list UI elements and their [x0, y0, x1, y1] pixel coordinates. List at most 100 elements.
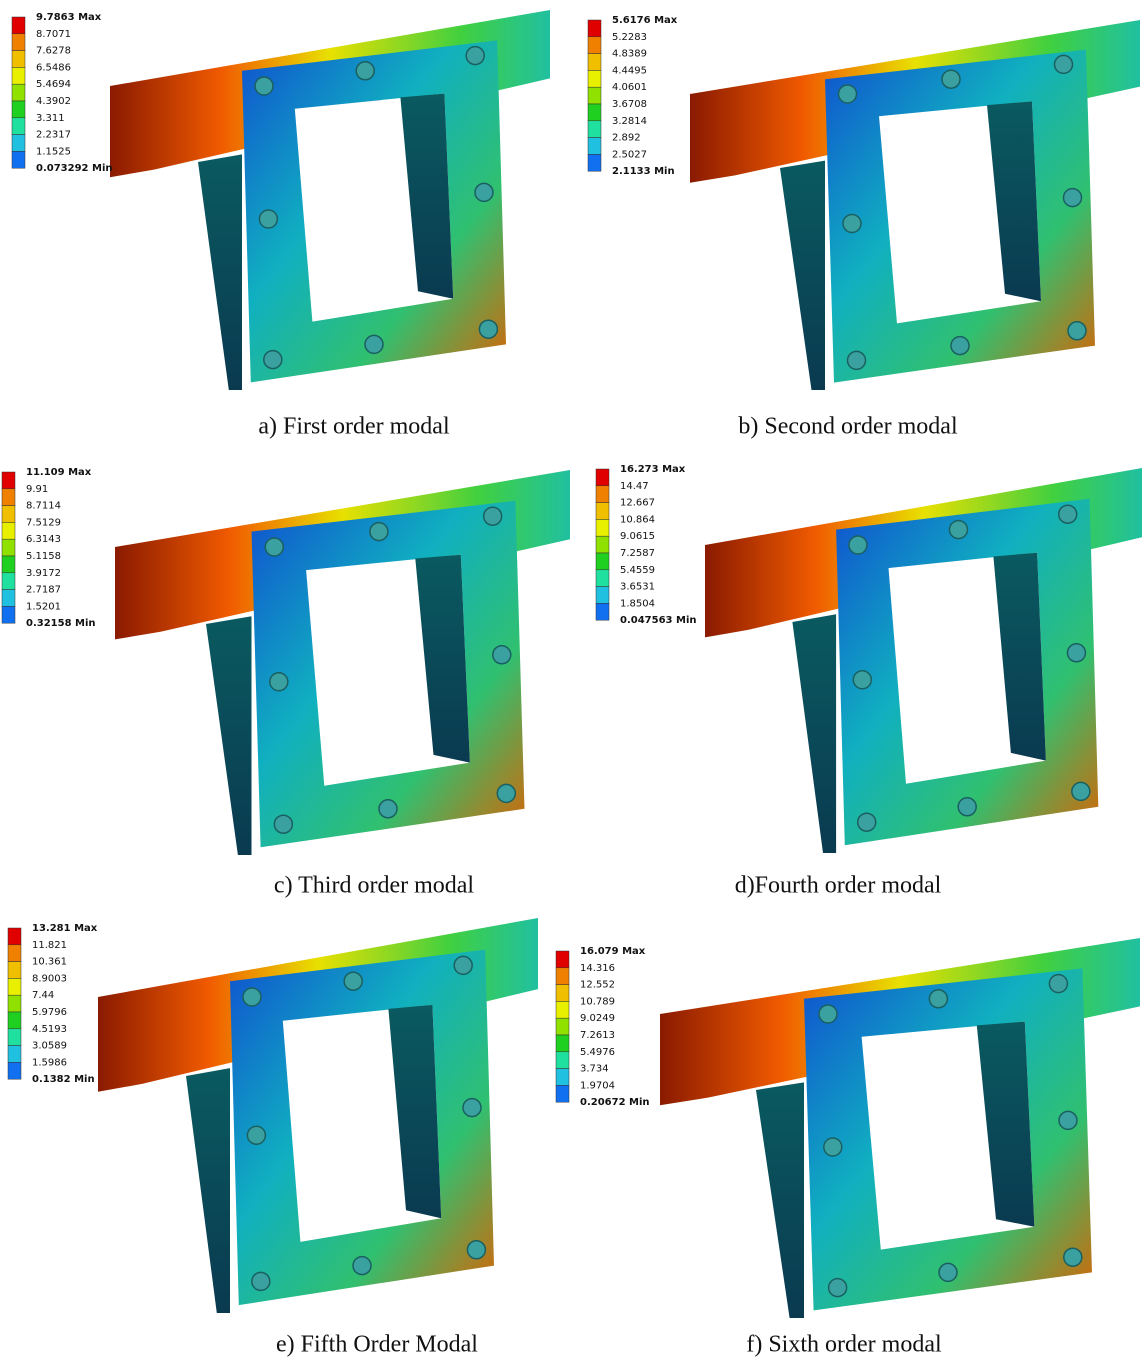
bolt: [1064, 1248, 1082, 1266]
bolt: [939, 1263, 957, 1281]
legend-label: 8.7071: [36, 29, 71, 40]
legend-swatch: [2, 573, 15, 590]
legend-label: 2.1133 Min: [612, 166, 675, 177]
legend-swatch: [8, 995, 21, 1012]
legend-swatch: [8, 1012, 21, 1029]
legend-swatch: [8, 962, 21, 979]
legend-swatch: [2, 590, 15, 607]
legend-label: 8.7114: [26, 501, 61, 512]
legend-swatch: [596, 536, 609, 553]
legend-label: 1.1525: [36, 146, 71, 157]
legend-swatch: [2, 556, 15, 573]
bolt: [379, 800, 397, 818]
frame-side: [206, 616, 252, 855]
legend-label: 5.4976: [580, 1047, 615, 1058]
legend-swatch: [596, 486, 609, 503]
frame-side: [756, 1082, 804, 1318]
legend-label: 5.4694: [36, 79, 71, 90]
bolt: [849, 536, 867, 554]
bolt: [949, 521, 967, 539]
bolt: [475, 183, 493, 201]
legend-label: 1.5986: [32, 1057, 67, 1068]
legend-label: 9.91: [26, 484, 48, 495]
legend-swatch: [12, 151, 25, 168]
bolt: [951, 337, 969, 355]
panel: 16.273 Max14.4712.66710.8649.06157.25875…: [596, 464, 1142, 899]
legend-label: 5.9796: [32, 1007, 67, 1018]
legend-label: 11.821: [32, 940, 67, 951]
legend-swatch: [596, 570, 609, 587]
legend-label: 0.1382 Min: [32, 1074, 95, 1085]
legend-label: 7.6278: [36, 46, 71, 57]
bolt: [829, 1279, 847, 1297]
legend-swatch: [588, 87, 601, 104]
legend-swatch: [588, 121, 601, 138]
bolt: [839, 85, 857, 103]
bolt: [243, 988, 261, 1006]
legend-label: 13.281 Max: [32, 923, 98, 934]
bolt: [479, 320, 497, 338]
legend-swatch: [596, 553, 609, 570]
legend-swatch: [588, 20, 601, 37]
legend-label: 7.2613: [580, 1030, 615, 1041]
caption: c) Third order modal: [274, 873, 474, 899]
legend-swatch: [596, 519, 609, 536]
bolt: [929, 990, 947, 1008]
bolt: [247, 1126, 265, 1144]
bolt: [1068, 322, 1086, 340]
legend-swatch: [12, 84, 25, 101]
bolt: [265, 538, 283, 556]
panel: 13.281 Max11.82110.3618.90037.445.97964.…: [8, 918, 538, 1358]
legend-label: 12.667: [620, 498, 655, 509]
legend-swatch: [8, 1046, 21, 1063]
caption: e) Fifth Order Modal: [276, 1332, 478, 1358]
legend-label: 5.1158: [26, 551, 61, 562]
legend-label: 3.6708: [612, 99, 647, 110]
legend-label: 9.7863 Max: [36, 12, 102, 23]
bolt: [356, 62, 374, 80]
figure: 9.7863 Max8.70717.62786.54865.46944.3902…: [0, 0, 1142, 1363]
legend-swatch: [596, 503, 609, 520]
legend-label: 4.3902: [36, 96, 71, 107]
legend-swatch: [556, 985, 569, 1002]
bolt: [1064, 189, 1082, 207]
legend-swatch: [556, 968, 569, 985]
legend-label: 4.4495: [612, 65, 647, 76]
legend-swatch: [556, 951, 569, 968]
legend-swatch: [596, 587, 609, 604]
legend-label: 5.6176 Max: [612, 15, 678, 26]
bolt: [353, 1257, 371, 1275]
legend-label: 7.5129: [26, 517, 61, 528]
legend-label: 11.109 Max: [26, 467, 92, 478]
legend-label: 3.2814: [612, 116, 647, 127]
legend-swatch: [2, 539, 15, 556]
bolt: [274, 815, 292, 833]
legend-swatch: [588, 154, 601, 171]
legend-label: 0.20672 Min: [580, 1097, 650, 1108]
legend-label: 14.316: [580, 963, 615, 974]
legend-label: 0.32158 Min: [26, 618, 96, 629]
legend-label: 2.7187: [26, 585, 61, 596]
legend-label: 2.892: [612, 133, 641, 144]
bolt: [497, 784, 515, 802]
legend-swatch: [588, 54, 601, 71]
bolt: [1072, 782, 1090, 800]
legend-label: 10.361: [32, 957, 67, 968]
legend-swatch: [596, 603, 609, 620]
bolt: [848, 351, 866, 369]
frame-side: [780, 161, 825, 390]
legend-swatch: [8, 978, 21, 995]
bolt: [853, 671, 871, 689]
legend-swatch: [556, 1018, 569, 1035]
legend-swatch: [596, 469, 609, 486]
bolt: [1055, 55, 1073, 73]
bolt: [858, 813, 876, 831]
legend-label: 1.8504: [620, 598, 655, 609]
panel: 11.109 Max9.918.71147.51296.31435.11583.…: [2, 467, 570, 899]
bolt: [259, 210, 277, 228]
legend-swatch: [12, 101, 25, 118]
legend-swatch: [2, 472, 15, 489]
legend-label: 16.273 Max: [620, 464, 686, 475]
bolt: [270, 673, 288, 691]
legend-swatch: [588, 37, 601, 54]
